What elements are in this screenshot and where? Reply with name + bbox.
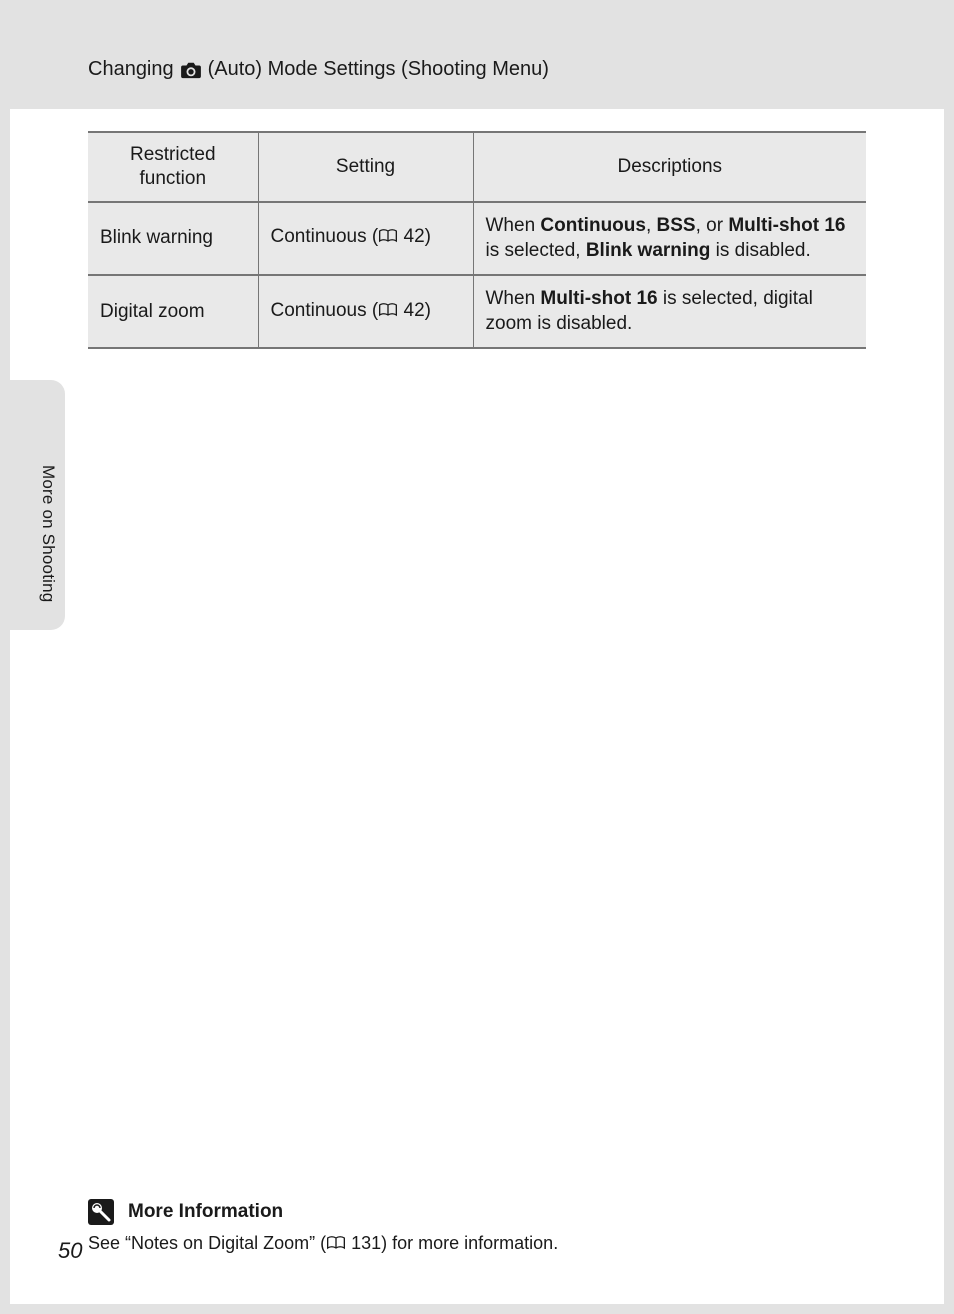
manual-page: Changing (Auto) Mode Settings (Shooting … (10, 10, 944, 1304)
col-header-descriptions: Descriptions (473, 132, 866, 202)
footer-text-page: 131) for more information. (351, 1233, 558, 1253)
book-icon (378, 300, 398, 326)
page-header: Changing (Auto) Mode Settings (Shooting … (10, 10, 944, 109)
cell-function: Digital zoom (88, 275, 258, 348)
table-row: Blink warningContinuous ( 42)When Contin… (88, 202, 866, 275)
cell-setting: Continuous ( 42) (258, 275, 473, 348)
cell-description: When Continuous, BSS, or Multi-shot 16 i… (473, 202, 866, 275)
col-header-setting: Setting (258, 132, 473, 202)
header-prefix: Changing (88, 58, 174, 81)
col-header-function: Restricted function (88, 132, 258, 202)
footer-text-prefix: See “Notes on Digital Zoom” ( (88, 1233, 326, 1253)
content-area: Restricted function Setting Descriptions… (10, 109, 944, 349)
page-number: 50 (58, 1238, 82, 1264)
cell-description: When Multi-shot 16 is selected, digital … (473, 275, 866, 348)
book-icon (378, 226, 398, 252)
more-info-heading: More Information (88, 1199, 866, 1225)
page-footer: More Information See “Notes on Digital Z… (88, 1199, 866, 1256)
table-row: Digital zoomContinuous ( 42)When Multi-s… (88, 275, 866, 348)
more-info-body: See “Notes on Digital Zoom” ( 131) for m… (88, 1233, 866, 1256)
settings-table: Restricted function Setting Descriptions… (88, 131, 866, 349)
info-icon (88, 1199, 114, 1225)
header-suffix: (Auto) Mode Settings (Shooting Menu) (208, 58, 549, 81)
book-icon (326, 1235, 346, 1256)
more-info-label: More Information (128, 1201, 283, 1223)
cell-function: Blink warning (88, 202, 258, 275)
side-section-label: More on Shooting (38, 465, 58, 602)
table-header-row: Restricted function Setting Descriptions (88, 132, 866, 202)
cell-setting: Continuous ( 42) (258, 202, 473, 275)
camera-icon (180, 61, 202, 79)
